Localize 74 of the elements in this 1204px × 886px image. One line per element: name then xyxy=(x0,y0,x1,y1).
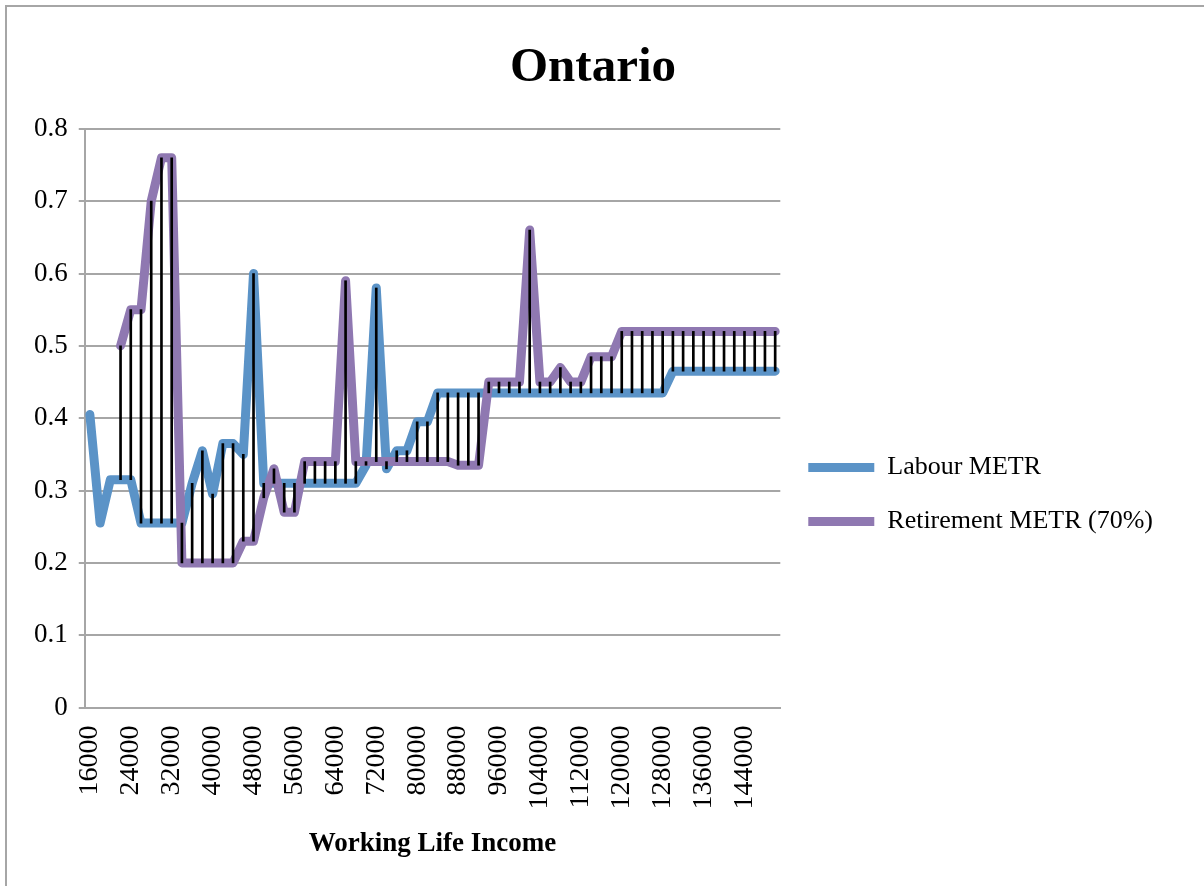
bar xyxy=(354,461,358,484)
bar xyxy=(528,229,532,394)
bar xyxy=(374,287,378,462)
bar xyxy=(753,331,757,372)
x-tick-label: 104000 xyxy=(522,725,554,810)
bar xyxy=(129,309,133,481)
y-tick-label: 0.1 xyxy=(34,618,68,649)
y-tick-label: 0.3 xyxy=(34,473,68,504)
chart-title: Ontario xyxy=(509,37,677,93)
bar xyxy=(293,482,296,513)
bar xyxy=(732,331,736,372)
y-tick-label: 0.4 xyxy=(34,401,69,432)
bar xyxy=(559,367,562,394)
x-tick-label: 40000 xyxy=(194,725,226,796)
y-tick-label: 0.8 xyxy=(34,111,68,142)
bar xyxy=(436,392,439,462)
legend-label: Labour METR xyxy=(887,451,1042,481)
x-tick-label: 72000 xyxy=(358,725,390,796)
bar xyxy=(160,157,163,524)
bar xyxy=(712,331,716,372)
x-tick-label: 64000 xyxy=(317,725,349,796)
bar xyxy=(477,392,480,466)
x-axis-title: Working Life Income xyxy=(308,826,557,857)
bar xyxy=(252,273,255,542)
bar xyxy=(640,331,644,394)
bar xyxy=(599,356,603,394)
x-tick-label: 56000 xyxy=(276,725,308,796)
bar xyxy=(610,356,613,394)
bar xyxy=(487,381,491,394)
bar xyxy=(507,381,511,394)
x-tick-label: 112000 xyxy=(563,725,595,809)
bar xyxy=(426,421,429,462)
bar xyxy=(344,280,347,484)
x-tick-label: 16000 xyxy=(72,725,104,796)
x-tick-label: 24000 xyxy=(113,725,145,796)
bar xyxy=(119,345,122,481)
bar xyxy=(518,381,521,394)
x-tick-label: 144000 xyxy=(726,725,758,810)
x-tick-label: 120000 xyxy=(604,725,636,810)
x-tick-label: 128000 xyxy=(645,725,677,810)
legend-label: Retirement METR (70%) xyxy=(887,505,1154,535)
bar xyxy=(773,331,777,372)
bar xyxy=(620,331,624,394)
bar xyxy=(702,331,705,372)
bar xyxy=(661,331,664,394)
x-tick-label: 136000 xyxy=(685,725,717,810)
bar xyxy=(466,392,470,466)
bar xyxy=(415,421,419,462)
bar xyxy=(569,381,572,394)
x-tick-label: 88000 xyxy=(440,725,472,796)
y-tick-label: 0.2 xyxy=(34,545,68,576)
bar xyxy=(211,493,214,564)
y-tick-label: 0.7 xyxy=(34,184,68,215)
bar xyxy=(364,461,368,466)
y-tick-label: 0.6 xyxy=(34,256,68,287)
x-tick-label: 48000 xyxy=(235,725,267,796)
y-tick-label: 0.5 xyxy=(34,328,68,359)
bar xyxy=(692,331,695,372)
y-tick-label: 0 xyxy=(54,690,68,721)
bar xyxy=(385,461,388,470)
bar xyxy=(303,461,306,484)
x-tick-label: 32000 xyxy=(154,725,186,796)
bar xyxy=(241,454,245,542)
bar xyxy=(282,482,286,513)
bar xyxy=(651,331,654,394)
bar xyxy=(334,461,337,484)
x-tick-label: 96000 xyxy=(481,725,513,796)
x-tick-label: 80000 xyxy=(399,725,431,796)
bar xyxy=(262,482,266,499)
bar xyxy=(170,157,174,524)
bar xyxy=(395,450,399,462)
bar xyxy=(201,450,204,564)
bar xyxy=(743,331,746,372)
bar xyxy=(149,200,153,524)
